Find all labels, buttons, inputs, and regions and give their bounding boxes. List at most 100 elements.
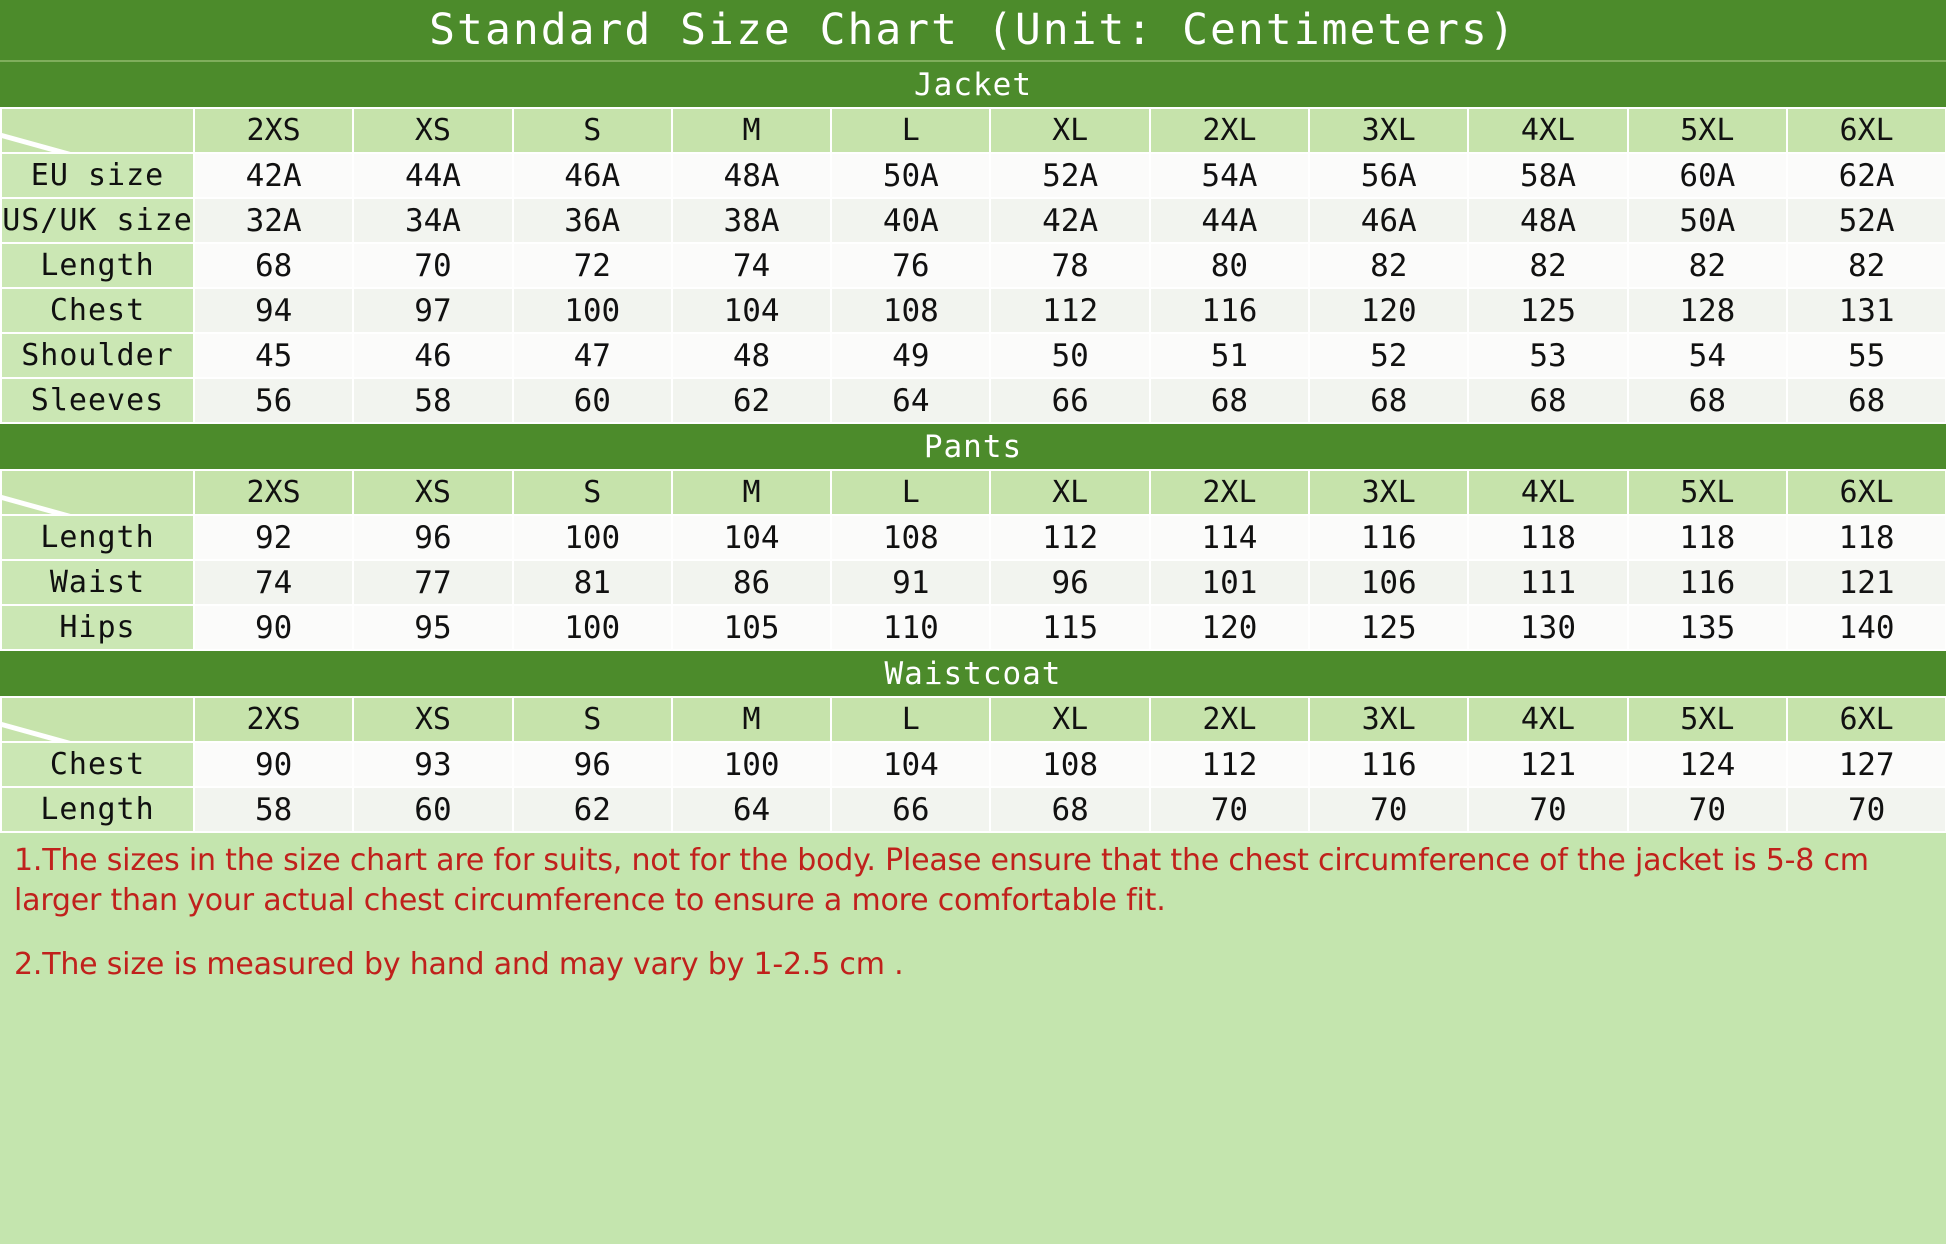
- table-row: Chest 90 93 96 100 104 108 112 116 121 124 127: [0, 741, 1946, 788]
- data-cell: 38A: [670, 197, 833, 244]
- data-cell: 112: [1148, 741, 1311, 788]
- size-header-4xl: 4XL: [1467, 107, 1629, 154]
- data-cell: 106: [1308, 559, 1470, 606]
- data-cell: 104: [670, 514, 833, 561]
- data-cell: 34A: [352, 197, 514, 244]
- page-title: Standard Size Chart (Unit: Centimeters): [0, 0, 1946, 62]
- data-cell: 95: [352, 604, 514, 651]
- data-cell: 118: [1467, 514, 1629, 561]
- data-cell: 127: [1785, 741, 1946, 788]
- data-cell: 50A: [830, 152, 992, 199]
- size-table-waistcoat: 2XS XS S M L XL 2XL 3XL 4XL 5XL 6XL Chest 90 93 96 100 1…: [0, 696, 1946, 833]
- data-cell: 90: [192, 604, 355, 651]
- data-cell: 118: [1626, 514, 1788, 561]
- data-cell: 82: [1308, 242, 1470, 289]
- row-label: Shoulder: [0, 332, 195, 379]
- data-cell: 104: [830, 741, 992, 788]
- data-cell: 45: [192, 332, 355, 379]
- data-cell: 92: [192, 514, 355, 561]
- data-cell: 116: [1626, 559, 1788, 606]
- size-header-2xl: 2XL: [1148, 469, 1311, 516]
- table-row: Length 92 96 100 104 108 112 114 116 118 118 118: [0, 514, 1946, 561]
- row-label: Waist: [0, 559, 195, 606]
- size-header-4xl: 4XL: [1467, 469, 1629, 516]
- note-2: 2.The size is measured by hand and may v…: [14, 946, 904, 982]
- data-cell: 51: [1148, 332, 1311, 379]
- data-cell: 64: [670, 786, 833, 833]
- data-cell: 135: [1626, 604, 1788, 651]
- table-row: Waist 74 77 81 86 91 96 101 106 111 116 121: [0, 559, 1946, 606]
- data-cell: 77: [352, 559, 514, 606]
- data-cell: 118: [1785, 514, 1946, 561]
- data-cell: 62A: [1785, 152, 1946, 199]
- data-cell: 72: [511, 242, 673, 289]
- size-header-xs: XS: [352, 107, 514, 154]
- data-cell: 60: [352, 786, 514, 833]
- row-label: Sleeves: [0, 377, 195, 424]
- note-1: 1.The sizes in the size chart are for su…: [14, 843, 1869, 918]
- data-cell: 70: [1148, 786, 1311, 833]
- size-header-6xl: 6XL: [1785, 469, 1946, 516]
- size-header-xs: XS: [352, 696, 514, 743]
- size-header-s: S: [511, 696, 673, 743]
- size-header-row: 2XS XS S M L XL 2XL 3XL 4XL 5XL 6XL: [0, 107, 1946, 154]
- size-header-xl: XL: [989, 107, 1151, 154]
- data-cell: 116: [1148, 287, 1311, 334]
- data-cell: 68: [1148, 377, 1311, 424]
- data-cell: 58: [192, 786, 355, 833]
- corner-cell: [0, 696, 195, 743]
- size-header-5xl: 5XL: [1626, 107, 1788, 154]
- size-header-2xs: 2XS: [192, 469, 355, 516]
- data-cell: 124: [1626, 741, 1788, 788]
- data-cell: 105: [670, 604, 833, 651]
- row-label: EU size: [0, 152, 195, 199]
- data-cell: 44A: [1148, 197, 1311, 244]
- data-cell: 96: [989, 559, 1151, 606]
- data-cell: 36A: [511, 197, 673, 244]
- size-header-row: 2XS XS S M L XL 2XL 3XL 4XL 5XL 6XL: [0, 696, 1946, 743]
- size-header-6xl: 6XL: [1785, 696, 1946, 743]
- data-cell: 56: [192, 377, 355, 424]
- table-row: US/UK size 32A 34A 36A 38A 40A 42A 44A 46A 48A 50A…: [0, 197, 1946, 244]
- table-row: Shoulder 45 46 47 48 49 50 51 52 53 54 55: [0, 332, 1946, 379]
- data-cell: 68: [1626, 377, 1788, 424]
- data-cell: 120: [1308, 287, 1470, 334]
- sections-container: Jacket 2XS XS S M L XL 2XL 3XL 4XL 5XL 6XL EU size 42…: [0, 62, 1946, 833]
- data-cell: 56A: [1308, 152, 1470, 199]
- corner-cell: [0, 469, 195, 516]
- size-header-l: L: [830, 107, 992, 154]
- notes-container: 1.The sizes in the size chart are for su…: [0, 833, 1946, 1244]
- data-cell: 131: [1785, 287, 1946, 334]
- size-header-6xl: 6XL: [1785, 107, 1946, 154]
- data-cell: 80: [1148, 242, 1311, 289]
- diagonal-divider-line: [3, 491, 192, 513]
- data-cell: 42A: [989, 197, 1151, 244]
- row-label: Length: [0, 242, 195, 289]
- table-row: Hips 90 95 100 105 110 115 120 125 130 135 140: [0, 604, 1946, 651]
- data-cell: 112: [989, 514, 1151, 561]
- corner-cell: [0, 107, 195, 154]
- size-header-l: L: [830, 469, 992, 516]
- data-cell: 70: [1467, 786, 1629, 833]
- size-header-3xl: 3XL: [1308, 469, 1470, 516]
- size-header-2xs: 2XS: [192, 107, 355, 154]
- data-cell: 96: [352, 514, 514, 561]
- data-cell: 70: [1785, 786, 1946, 833]
- data-cell: 130: [1467, 604, 1629, 651]
- data-cell: 49: [830, 332, 992, 379]
- diagonal-divider-line: [3, 129, 192, 151]
- data-cell: 42A: [192, 152, 355, 199]
- size-table-jacket: 2XS XS S M L XL 2XL 3XL 4XL 5XL 6XL EU size 42A 44A 46…: [0, 107, 1946, 424]
- data-cell: 112: [989, 287, 1151, 334]
- data-cell: 46A: [511, 152, 673, 199]
- data-cell: 82: [1467, 242, 1629, 289]
- data-cell: 128: [1626, 287, 1788, 334]
- data-cell: 101: [1148, 559, 1311, 606]
- data-cell: 32A: [192, 197, 355, 244]
- data-cell: 121: [1467, 741, 1629, 788]
- data-cell: 78: [989, 242, 1151, 289]
- data-cell: 125: [1308, 604, 1470, 651]
- size-header-m: M: [670, 469, 833, 516]
- data-cell: 74: [192, 559, 355, 606]
- data-cell: 48A: [670, 152, 833, 199]
